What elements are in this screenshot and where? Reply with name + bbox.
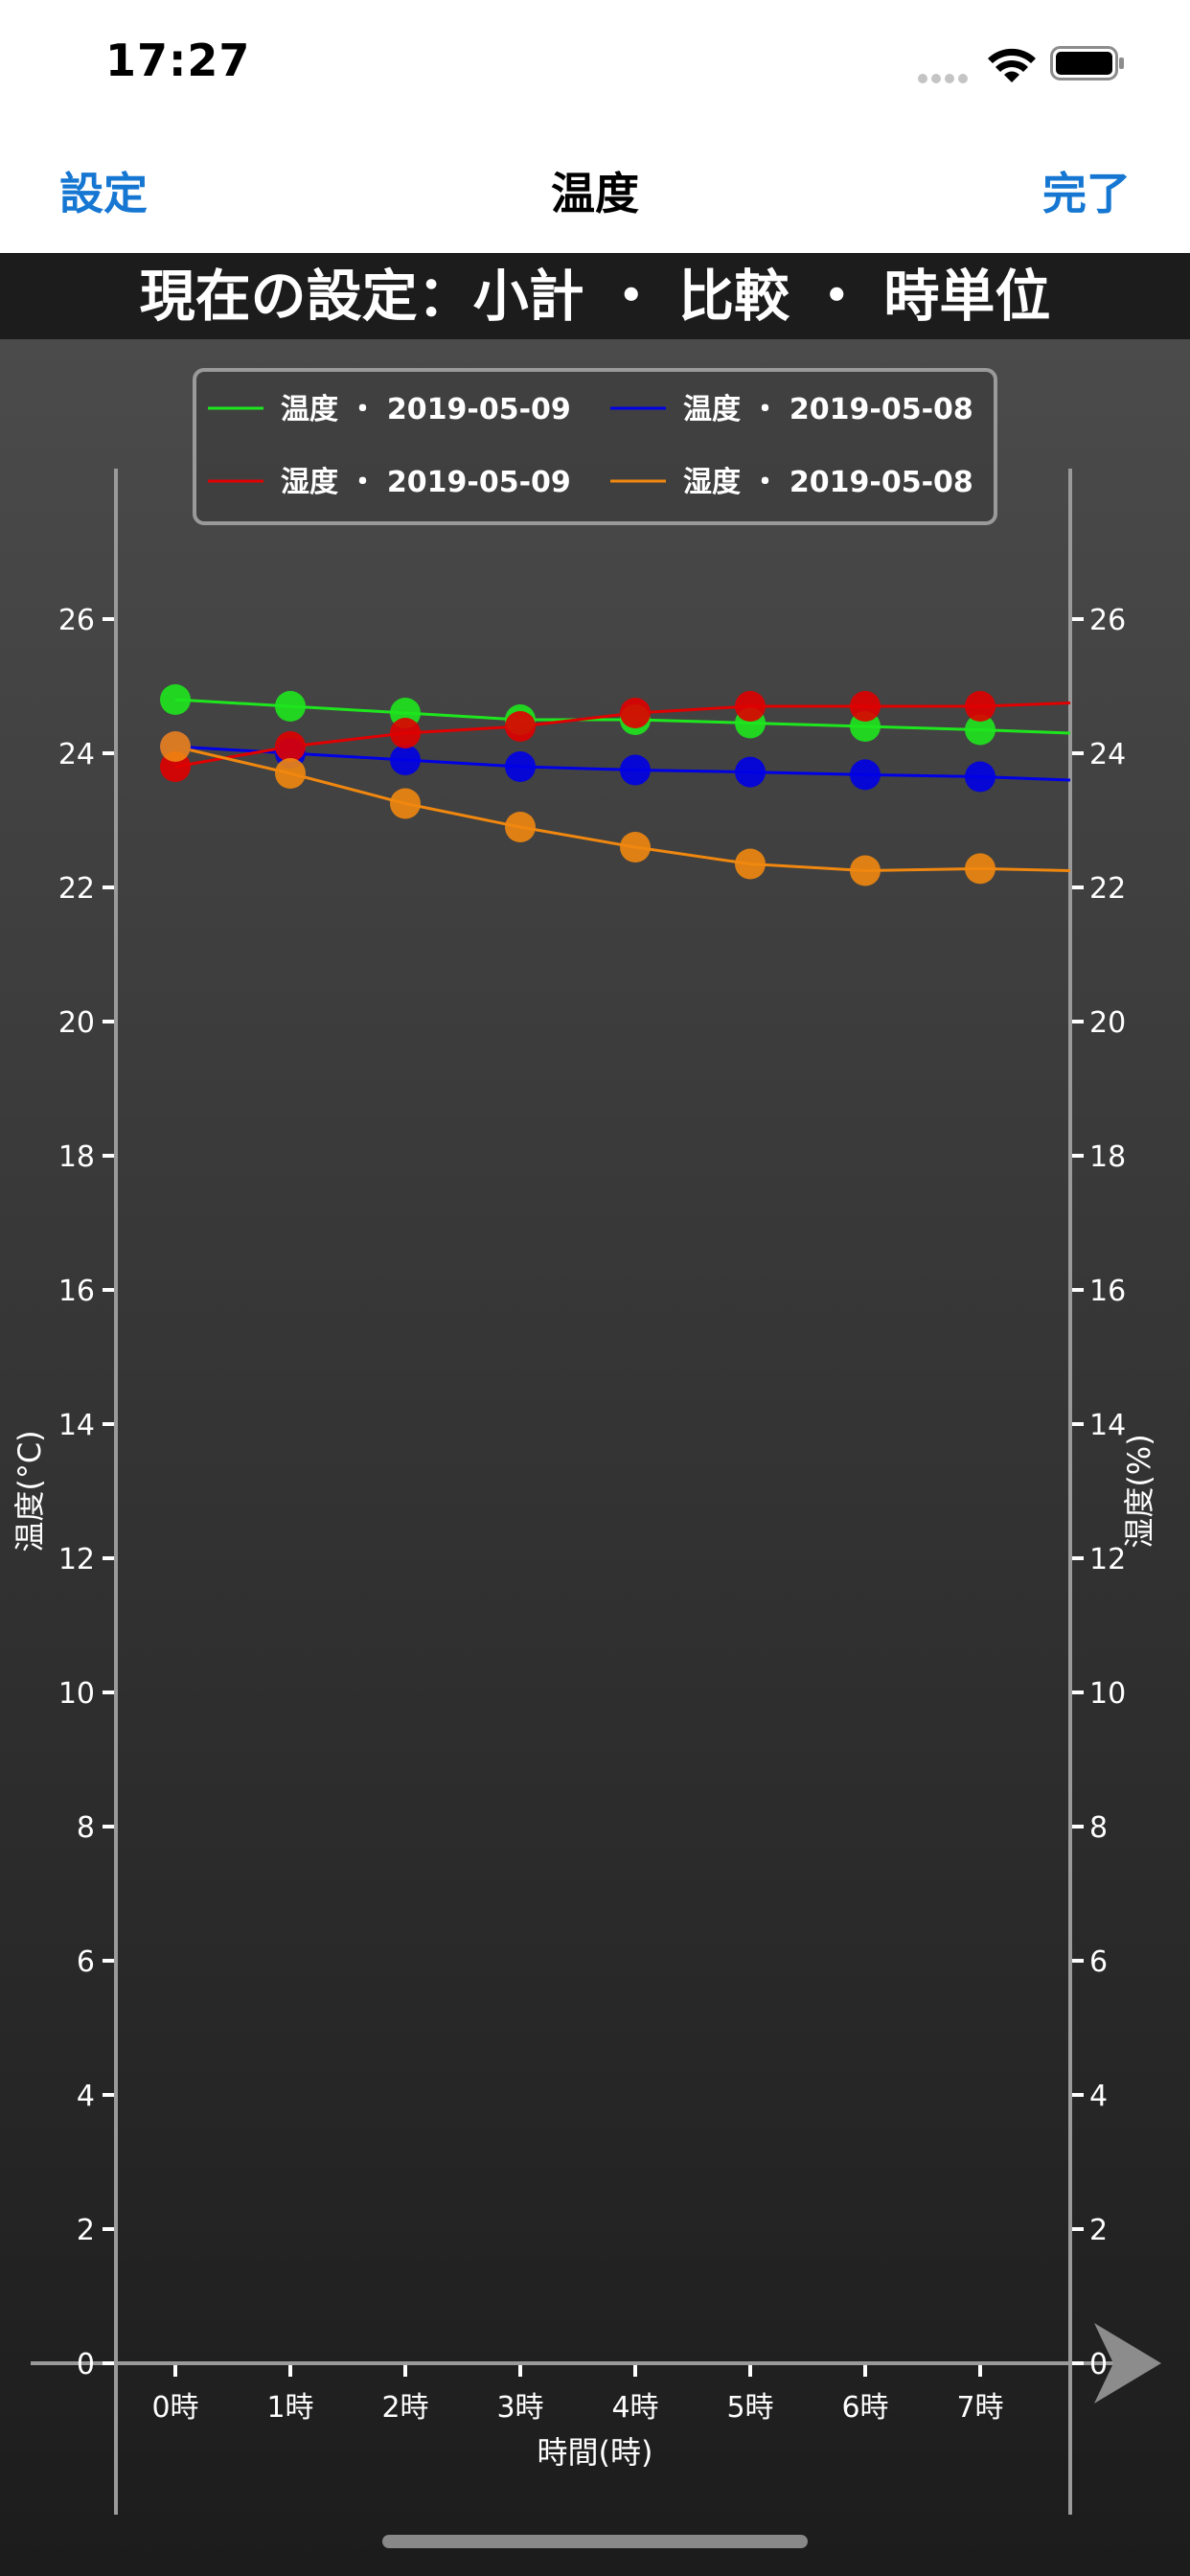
right-y-tick-label: 18	[1089, 1140, 1126, 1174]
left-y-tick-label: 26	[58, 604, 95, 637]
series-4-point	[390, 788, 421, 819]
series-1-point	[965, 714, 995, 746]
axis-arrow-icon	[1094, 2323, 1161, 2404]
wifi-icon	[988, 48, 1036, 82]
legend-label: 湿度 ・ 2019-05-09	[281, 466, 571, 499]
left-y-tick-label: 14	[58, 1409, 95, 1442]
x-tick-label: 2時	[381, 2391, 428, 2425]
x-tick-label: 5時	[726, 2391, 773, 2425]
page-title: 温度	[551, 168, 639, 219]
right-y-tick-label: 2	[1089, 2214, 1108, 2247]
series-3-point	[850, 691, 881, 722]
x-axis-label: 時間(時)	[538, 2434, 653, 2471]
x-tick-label: 1時	[266, 2391, 313, 2425]
x-tick-label: 6時	[841, 2391, 888, 2425]
series-3-point	[965, 691, 995, 722]
left-y-tick-label: 22	[58, 872, 95, 906]
left-y-tick-label: 8	[77, 1811, 95, 1845]
x-tick-label: 3時	[496, 2391, 543, 2425]
right-y-axis-label: 湿度(%)	[1121, 1434, 1157, 1548]
left-y-tick-label: 12	[58, 1543, 95, 1576]
series-2-point	[965, 761, 995, 793]
series-3-point	[735, 691, 766, 722]
left-y-tick-label: 24	[58, 738, 95, 771]
x-tick-label: 0時	[151, 2391, 198, 2425]
left-y-axis-label: 温度(°C)	[11, 1430, 48, 1552]
series-1-point	[160, 684, 191, 715]
x-tick-label: 4時	[611, 2391, 658, 2425]
right-y-tick-label: 14	[1089, 1409, 1126, 1442]
right-y-tick-label: 26	[1089, 604, 1126, 637]
series-2-point	[505, 751, 536, 782]
done-button[interactable]: 完了	[1042, 168, 1131, 219]
series-4-point	[620, 832, 651, 862]
series-3-point	[505, 711, 536, 742]
legend-label: 温度 ・ 2019-05-09	[281, 393, 571, 426]
right-y-tick-label: 20	[1089, 1006, 1126, 1040]
left-y-tick-label: 2	[77, 2214, 95, 2247]
legend-label: 温度 ・ 2019-05-08	[683, 393, 973, 426]
series-4-point	[505, 812, 536, 842]
series-4-point	[965, 853, 995, 885]
chart-area: 0 0 2 2 4 4 6 6 8 8 10 10 12 12 14 14 16 16 18 18 20 20 22 22 24…	[0, 339, 1190, 2576]
series-2-point	[735, 756, 766, 788]
series-4-point	[275, 758, 306, 789]
series-4-point	[160, 731, 191, 762]
legend-label: 湿度 ・ 2019-05-08	[683, 466, 973, 499]
left-y-tick-label: 6	[77, 1945, 95, 1979]
left-y-tick-label: 18	[58, 1140, 95, 1174]
legend-box	[193, 368, 997, 525]
navigation-bar: 設定 温度 完了	[0, 126, 1190, 253]
x-tick-label: 7時	[956, 2391, 1003, 2425]
home-indicator	[382, 2535, 808, 2548]
status-time: 17:27	[105, 34, 251, 86]
left-y-tick-label: 20	[58, 1006, 95, 1040]
battery-icon	[1050, 46, 1124, 80]
right-y-tick-label: 10	[1089, 1677, 1126, 1711]
right-y-tick-label: 16	[1089, 1275, 1126, 1308]
right-y-tick-label: 8	[1089, 1811, 1108, 1845]
settings-button[interactable]: 設定	[59, 168, 148, 219]
left-y-tick-label: 4	[77, 2080, 95, 2113]
status-bar: 17:27	[0, 0, 1190, 126]
series-3-point	[275, 731, 306, 762]
series-2-point	[620, 754, 651, 786]
right-y-tick-label: 22	[1089, 872, 1126, 906]
series-2-point	[850, 759, 881, 791]
left-y-tick-label: 0	[77, 2348, 95, 2381]
right-y-tick-label: 6	[1089, 1945, 1108, 1979]
series-4-point	[735, 848, 766, 880]
series-4-point	[850, 855, 881, 886]
series-1-point	[275, 691, 306, 722]
cellular-signal-icon	[918, 69, 972, 87]
right-y-tick-label: 4	[1089, 2080, 1108, 2113]
current-settings-banner: 現在の設定：小計 ・ 比較 ・ 時単位	[0, 253, 1190, 339]
series-3-point	[620, 698, 651, 728]
series-3-point	[390, 718, 421, 748]
series-2-point	[390, 745, 421, 775]
right-y-tick-label: 12	[1089, 1543, 1126, 1576]
left-y-tick-label: 10	[58, 1677, 95, 1711]
right-y-tick-label: 0	[1089, 2348, 1108, 2381]
left-y-tick-label: 16	[58, 1275, 95, 1308]
right-y-tick-label: 24	[1089, 738, 1126, 771]
